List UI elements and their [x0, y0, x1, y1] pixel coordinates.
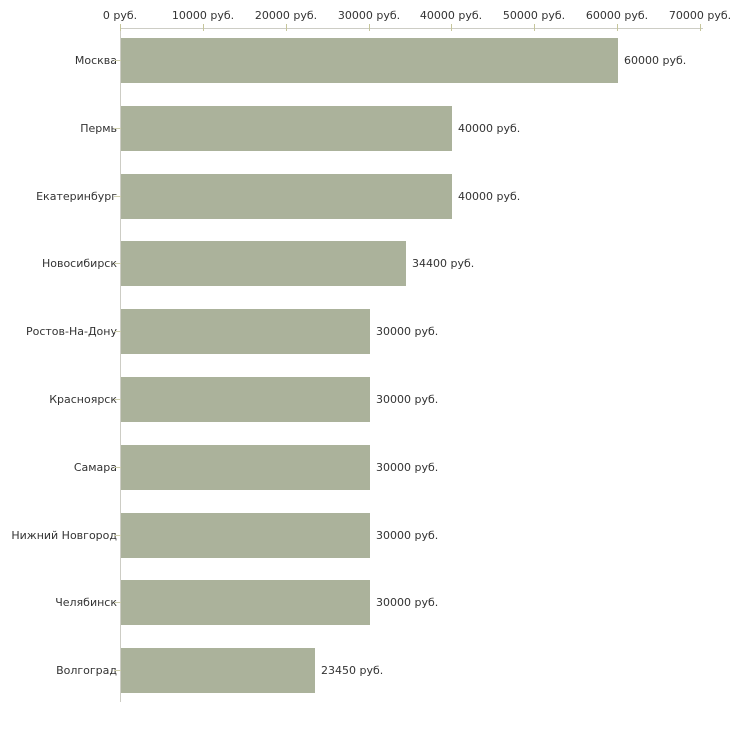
bar [121, 513, 370, 558]
y-axis-tick [114, 263, 121, 264]
x-axis-tick [451, 24, 452, 31]
x-axis-line [120, 28, 703, 29]
y-axis-category-label: Москва [74, 54, 117, 67]
y-axis-tick [114, 60, 121, 61]
bar [121, 309, 370, 354]
x-axis-tick-label: 40000 руб. [419, 9, 483, 22]
x-axis-tick-label: 70000 руб. [668, 9, 730, 22]
x-axis-tick [534, 24, 535, 31]
y-axis-category-label: Челябинск [55, 596, 117, 609]
bar [121, 580, 370, 625]
bar-value-label: 23450 руб. [321, 664, 384, 677]
bar-value-label: 30000 руб. [376, 393, 439, 406]
y-axis-category-label: Ростов-На-Дону [25, 325, 117, 338]
y-axis-tick [114, 602, 121, 603]
bar-value-label: 60000 руб. [624, 54, 687, 67]
bar-value-label: 40000 руб. [458, 122, 521, 135]
y-axis-category-label: Красноярск [49, 393, 117, 406]
bar-value-label: 30000 руб. [376, 596, 439, 609]
x-axis-tick-label: 20000 руб. [254, 9, 318, 22]
y-axis-tick [114, 331, 121, 332]
y-axis-tick [114, 467, 121, 468]
x-axis-tick [203, 24, 204, 31]
x-axis-tick [617, 24, 618, 31]
bar [121, 174, 452, 219]
y-axis-category-label: Екатеринбург [36, 190, 117, 203]
bar-value-label: 30000 руб. [376, 529, 439, 542]
x-axis-tick [700, 24, 701, 31]
y-axis-category-label: Пермь [80, 122, 117, 135]
x-axis-tick-label: 0 руб. [102, 9, 138, 22]
bar [121, 241, 406, 286]
y-axis-category-label: Новосибирск [41, 257, 117, 270]
bar-value-label: 40000 руб. [458, 190, 521, 203]
bar [121, 377, 370, 422]
y-axis-tick [114, 670, 121, 671]
bar-value-label: 30000 руб. [376, 461, 439, 474]
y-axis-category-label: Волгоград [56, 664, 117, 677]
x-axis-tick [286, 24, 287, 31]
bar [121, 38, 618, 83]
bar [121, 648, 315, 693]
x-axis-tick-label: 10000 руб. [171, 9, 235, 22]
x-axis-tick-label: 60000 руб. [585, 9, 649, 22]
bar-value-label: 30000 руб. [376, 325, 439, 338]
y-axis-line [120, 28, 121, 702]
y-axis-category-label: Самара [73, 461, 117, 474]
bar-value-label: 34400 руб. [412, 257, 475, 270]
y-axis-tick [114, 128, 121, 129]
y-axis-tick [114, 535, 121, 536]
y-axis-category-label: Нижний Новгород [11, 529, 117, 542]
x-axis-tick [369, 24, 370, 31]
x-axis-tick-label: 50000 руб. [502, 9, 566, 22]
y-axis-tick [114, 399, 121, 400]
y-axis-tick [114, 196, 121, 197]
x-axis-tick [120, 24, 121, 31]
bar [121, 445, 370, 490]
bar [121, 106, 452, 151]
x-axis-tick-label: 30000 руб. [337, 9, 401, 22]
